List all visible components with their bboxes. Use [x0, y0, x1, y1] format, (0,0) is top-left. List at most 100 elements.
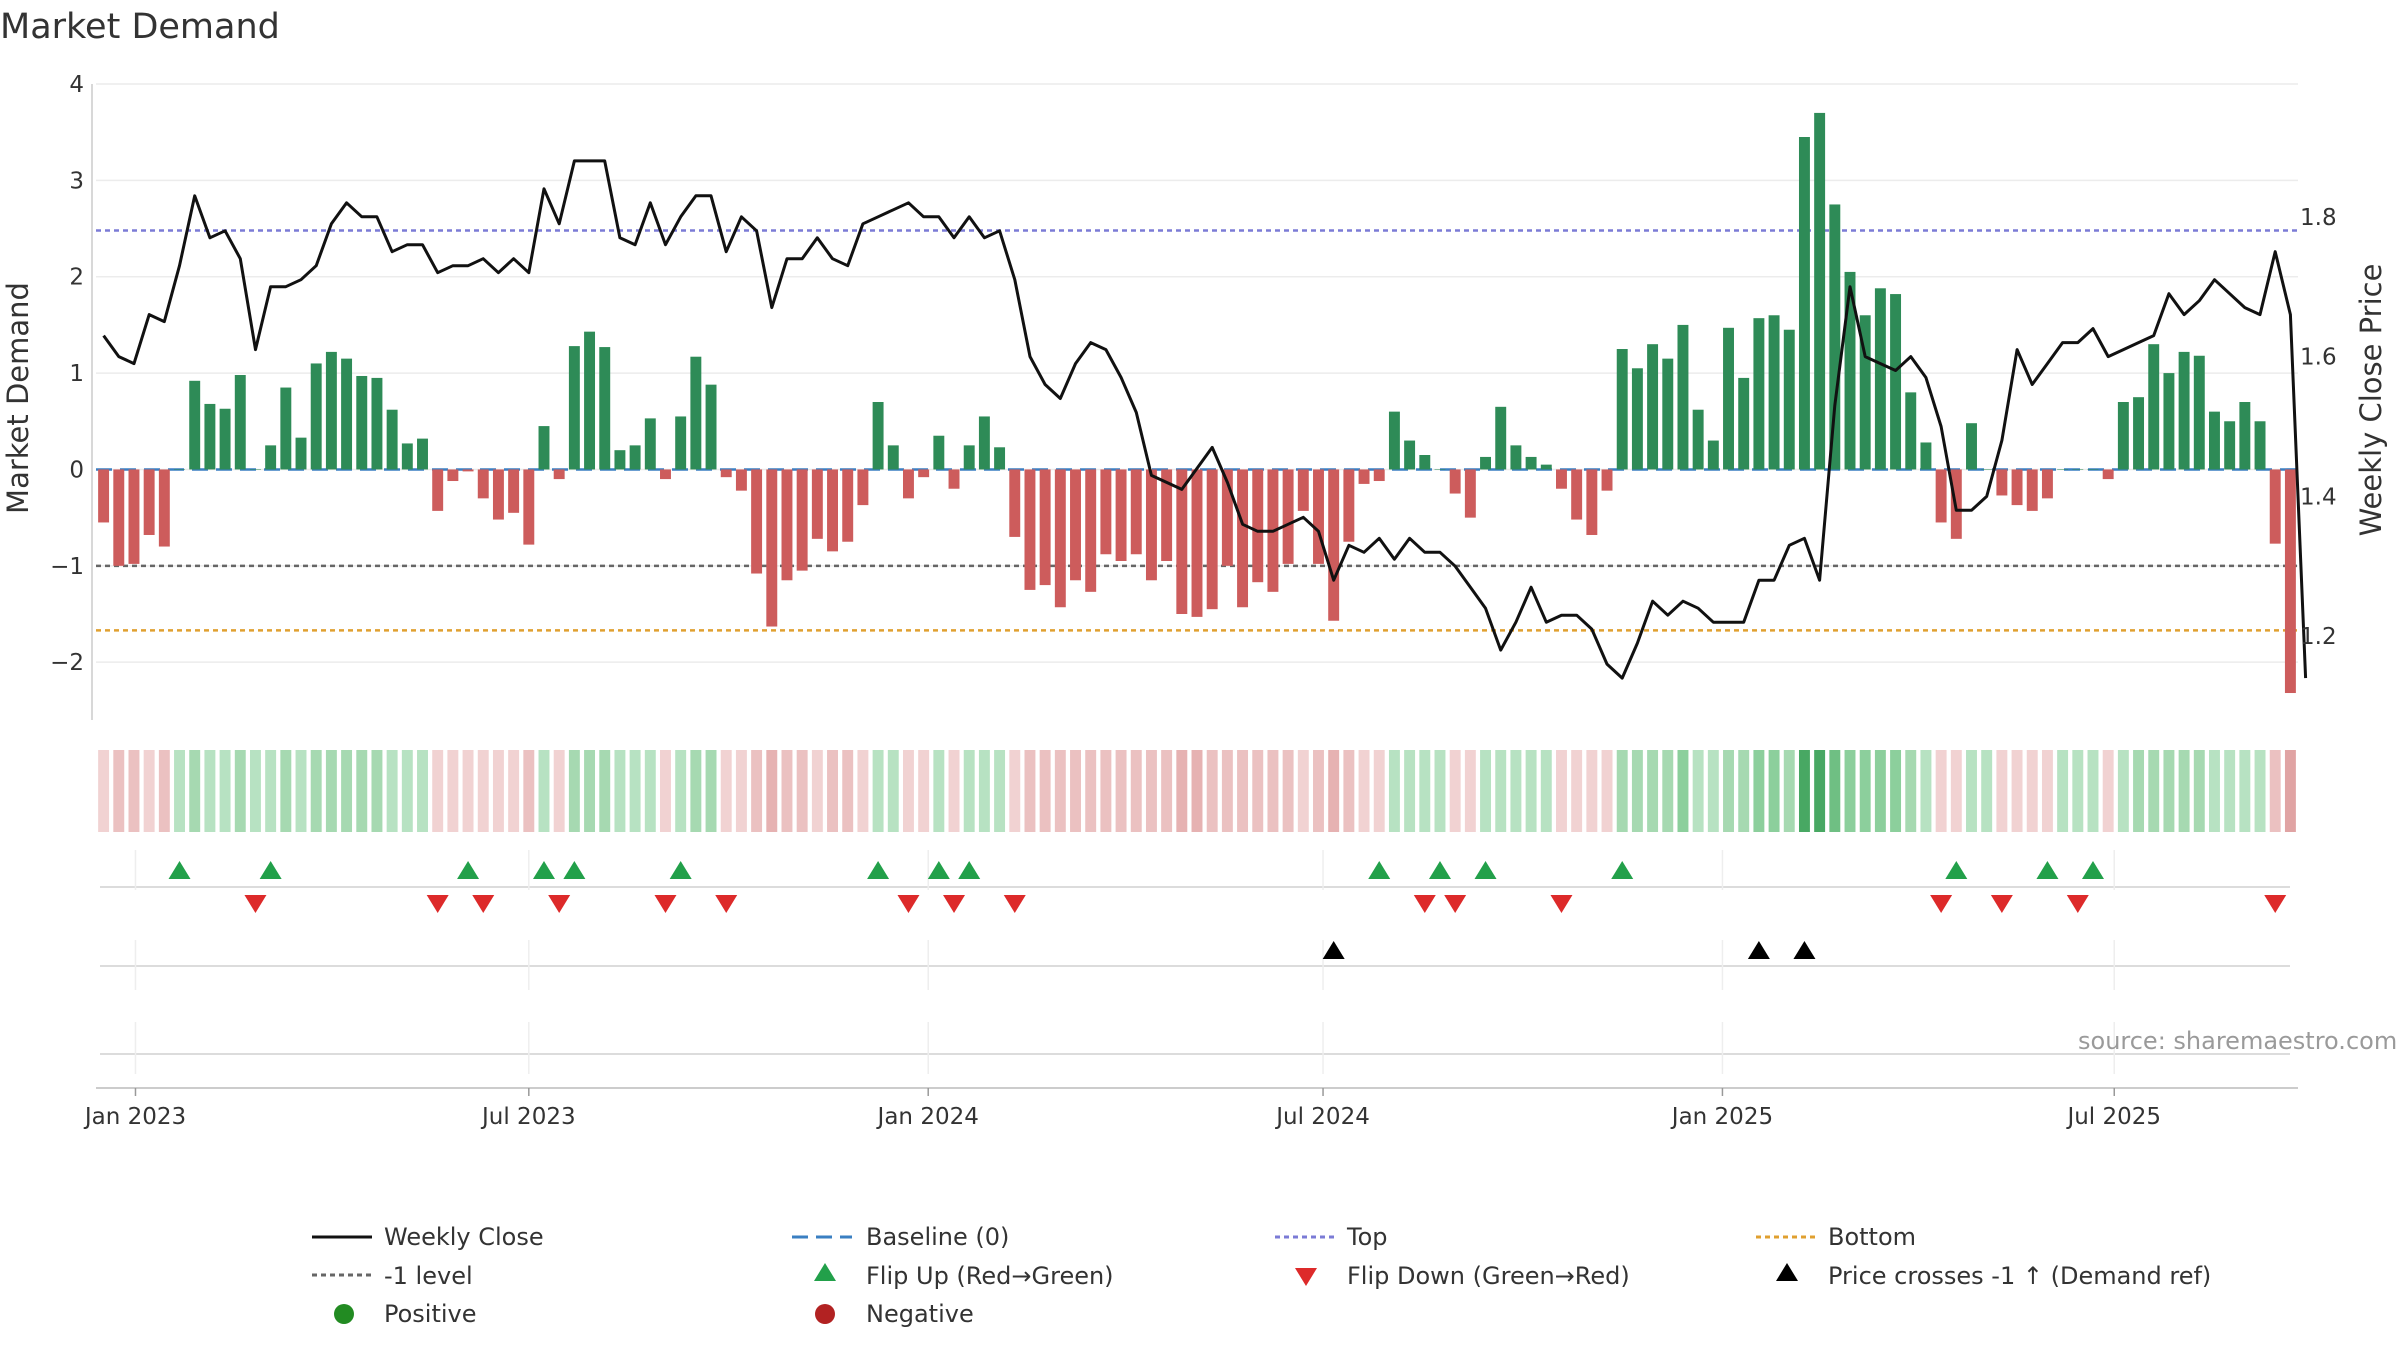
flip-down-marker: [1413, 895, 1436, 913]
heat-cell: [1950, 750, 1962, 832]
demand-bar: [386, 409, 398, 470]
demand-bar: [2254, 421, 2266, 470]
demand-bar: [128, 469, 140, 564]
heat-cell: [1890, 750, 1902, 832]
heat-cell: [356, 750, 368, 832]
heat-cell: [963, 750, 975, 832]
heat-cell: [568, 750, 580, 832]
demand-bar: [811, 469, 823, 539]
heat-cell: [1085, 750, 1097, 832]
heat-cell: [1176, 750, 1188, 832]
weekly-close-line: [102, 159, 2308, 680]
y-tick-label: 0: [69, 457, 84, 483]
heat-cell: [113, 750, 125, 832]
heat-cell: [1768, 750, 1780, 832]
demand-bar: [1206, 469, 1218, 610]
price-cross-marker: [1322, 941, 1345, 959]
heat-cell: [265, 750, 277, 832]
signal-panels: [96, 850, 2298, 1089]
demand-bar: [1677, 324, 1689, 470]
flip-up-marker: [563, 861, 586, 879]
demand-bar: [1525, 456, 1537, 470]
legend-label-baseline: Baseline (0): [866, 1223, 1009, 1251]
heat-cell: [462, 750, 474, 832]
demand-bar: [1738, 377, 1750, 470]
heat-cell: [1039, 750, 1051, 832]
demand-bar: [1176, 469, 1188, 614]
demand-bar: [675, 416, 687, 470]
demand-bar: [705, 384, 717, 470]
heat-cell: [1631, 750, 1643, 832]
price-cross-marker: [1747, 941, 1770, 959]
heat-cell: [1525, 750, 1537, 832]
heat-cell: [1571, 750, 1583, 832]
y-tick-label: −2: [50, 650, 84, 676]
demand-bar: [553, 469, 565, 480]
demand-bar: [2269, 469, 2281, 544]
demand-bar: [2209, 411, 2220, 470]
heat-cell: [371, 750, 383, 832]
demand-bar: [523, 469, 535, 545]
demand-bar: [994, 447, 1006, 470]
heat-cell: [933, 750, 945, 832]
price-cross-marker: [1793, 941, 1816, 959]
heat-cell: [1145, 750, 1157, 832]
demand-bar: [538, 426, 550, 470]
heat-cell: [1723, 750, 1734, 832]
demand-bar: [720, 469, 732, 478]
heat-cell: [1070, 750, 1081, 832]
x-tick-label: Jan 2023: [83, 1104, 186, 1130]
flip-down-marker: [654, 895, 677, 913]
heat-cell: [1130, 750, 1142, 832]
heat-cell: [1814, 750, 1826, 832]
demand-bar: [1540, 464, 1552, 470]
demand-bar: [735, 469, 747, 491]
demand-bar: [2117, 402, 2129, 470]
heat-cell: [1449, 750, 1461, 832]
demand-bar: [1343, 469, 1355, 542]
heat-cell: [1783, 750, 1795, 832]
demand-bar: [1449, 469, 1461, 494]
demand-bar: [1009, 469, 1021, 537]
heat-cell: [1540, 750, 1552, 832]
demand-bar: [978, 416, 990, 470]
legend-label-negative: Negative: [866, 1300, 974, 1328]
y2-tick-label: 1.8: [2300, 205, 2337, 231]
heat-cell: [902, 750, 914, 832]
demand-bar: [1723, 327, 1734, 470]
weekly-close-line-group: [102, 159, 2308, 680]
heat-cell: [629, 750, 641, 832]
heat-cell: [705, 750, 717, 832]
heat-cell: [1981, 750, 1993, 832]
flip-up-marker: [1945, 861, 1968, 879]
demand-bar: [265, 445, 277, 470]
legend-label-bottom: Bottom: [1828, 1223, 1916, 1251]
demand-bar: [219, 408, 231, 470]
positive-dot-icon: [334, 1304, 354, 1324]
heat-cell: [189, 750, 201, 832]
heat-cell: [2026, 750, 2038, 832]
heat-cell: [1237, 750, 1249, 832]
demand-bar: [462, 469, 474, 472]
heat-cell: [174, 750, 185, 832]
heat-cell: [1054, 750, 1066, 832]
demand-bar: [1844, 271, 1856, 470]
demand-bar: [918, 469, 930, 478]
y-tick-label: 4: [69, 72, 84, 98]
demand-bar: [1753, 318, 1765, 470]
legend-item-weekly-close: Weekly Close: [312, 1223, 544, 1251]
demand-bar: [1905, 392, 1917, 470]
demand-bar: [492, 469, 504, 520]
demand-bar: [1434, 469, 1446, 470]
demand-bar: [2224, 421, 2236, 470]
heat-cell: [295, 750, 307, 832]
demand-bar: [796, 469, 808, 571]
demand-bar: [1692, 409, 1704, 470]
demand-bar: [174, 469, 185, 470]
heat-cell: [1206, 750, 1218, 832]
heat-cell: [2193, 750, 2205, 832]
flip-up-marker: [1428, 861, 1451, 879]
heat-cell: [1100, 750, 1112, 832]
demand-bar: [827, 469, 838, 552]
heat-cell: [2041, 750, 2053, 832]
